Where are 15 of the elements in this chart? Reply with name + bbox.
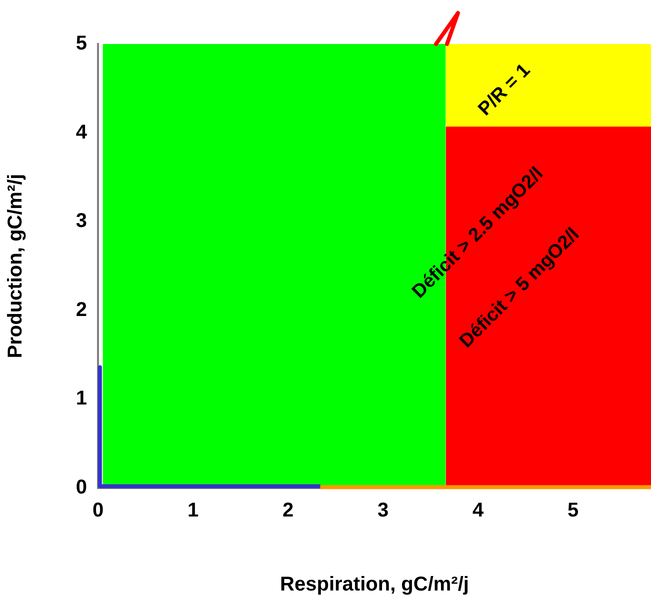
y-tick-label: 2 [76,298,87,321]
y-axis-title: Production, gC/m²/j [4,174,27,358]
y-tick-label: 0 [76,476,87,499]
x-tick-label: 1 [187,500,199,522]
y-tick-label: 3 [76,210,87,232]
x-tick-label: 0 [92,500,104,522]
annotation: P/R = 1 [474,60,535,120]
x-tick-label: 2 [282,500,294,522]
x-tick-label: 5 [568,500,579,522]
y-tick-label: 4 [76,121,88,144]
x-axis-title: Respiration, gC/m²/j [280,574,469,596]
y-tick-label: 5 [76,32,87,55]
x-tick-label: 4 [472,500,485,522]
y-tick-label: 1 [76,388,87,410]
x-tick-label: 3 [377,500,389,522]
